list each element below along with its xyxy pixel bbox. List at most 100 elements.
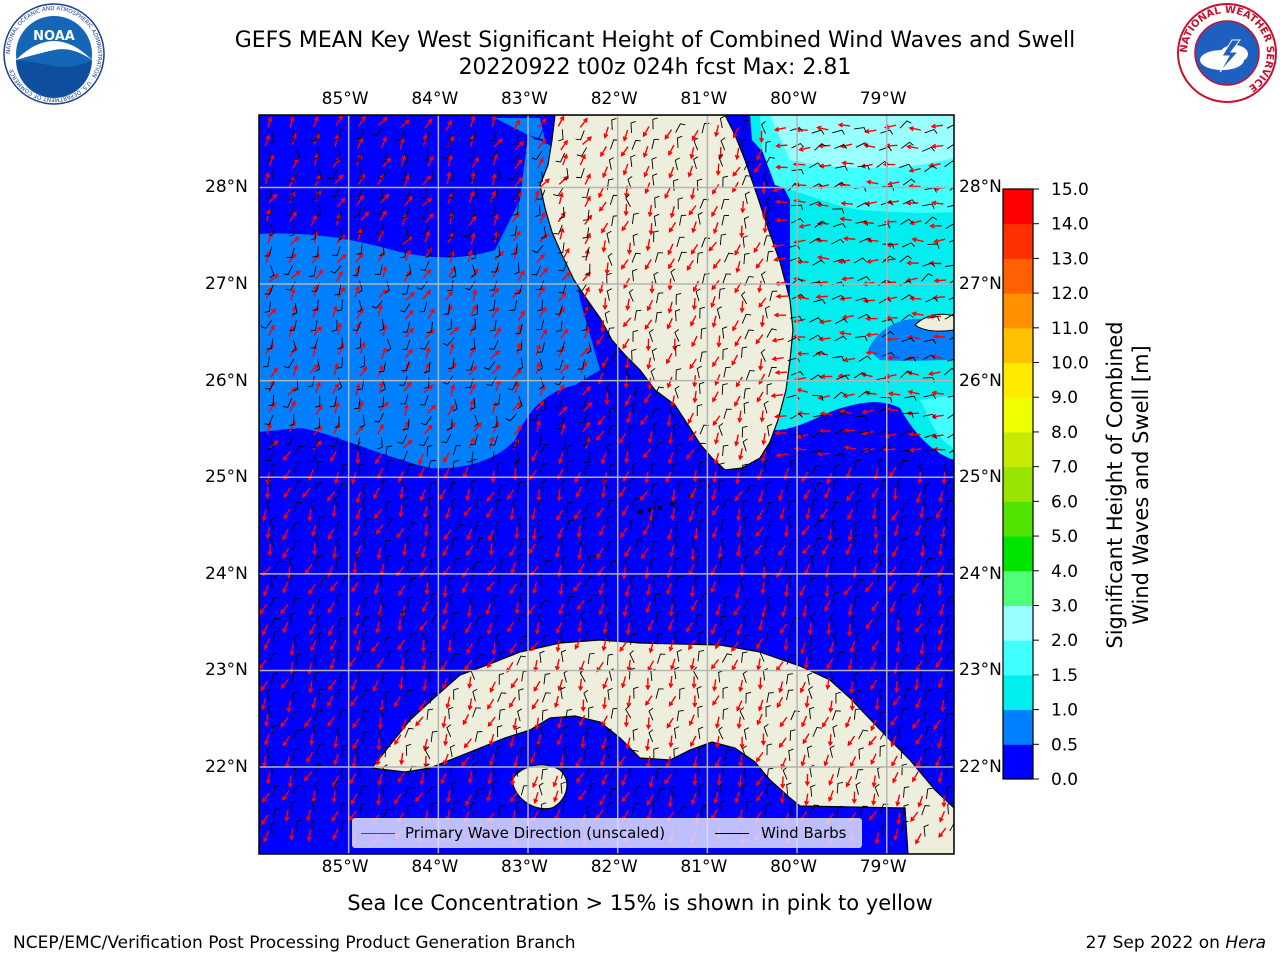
wind-barb: [407, 804, 414, 816]
wind-barb: [291, 670, 299, 683]
wind-barb: [541, 768, 548, 780]
wind-barb: [361, 689, 370, 700]
wave-arrow: [758, 699, 764, 712]
wind-barb: [674, 157, 680, 171]
wind-barb: [855, 297, 869, 303]
wave-arrow: [575, 486, 583, 498]
wave-arrow: [601, 240, 607, 253]
wind-barb: [921, 763, 929, 775]
wind-barb: [606, 443, 612, 456]
wind-barb: [538, 599, 550, 609]
wind-barb: [876, 517, 882, 530]
wind-barb: [607, 252, 613, 266]
wind-barb: [812, 350, 826, 357]
wind-barb: [380, 595, 386, 609]
wave-arrow: [422, 175, 432, 186]
wind-barb: [430, 558, 437, 570]
wind-barb: [833, 591, 840, 604]
wave-arrow: [779, 507, 785, 520]
wind-barb: [337, 228, 344, 241]
wind-barb: [808, 686, 813, 699]
wave-arrow: [492, 266, 499, 278]
wave-arrow: [534, 189, 540, 203]
wind-barb: [699, 461, 705, 474]
wave-arrow: [668, 144, 675, 157]
wind-barb: [902, 199, 916, 205]
wave-arrow: [308, 584, 316, 595]
wind-barb: [532, 244, 544, 254]
wind-barb: [651, 483, 659, 495]
lat-tick-label-left: 22°N: [205, 757, 248, 778]
wave-arrow: [648, 641, 655, 654]
wave-arrow: [304, 717, 312, 728]
wind-barb: [355, 552, 361, 566]
wind-barb: [270, 821, 276, 835]
wind-barb: [810, 784, 816, 797]
wind-barb: [760, 348, 766, 362]
wind-barb: [743, 160, 755, 171]
wave-arrow: [373, 487, 380, 500]
wind-barb: [697, 442, 706, 453]
wind-barb: [900, 429, 913, 438]
wind-barb: [877, 223, 891, 229]
wind-barb: [812, 498, 818, 511]
wave-arrow: [734, 335, 742, 347]
lat-tick-label-right: 22°N: [959, 757, 1002, 778]
wave-arrow: [783, 638, 789, 652]
wind-barb: [720, 556, 726, 568]
wind-barb: [587, 594, 599, 604]
wave-arrow: [713, 452, 720, 465]
wind-barb: [505, 412, 518, 422]
lon-tick-label-top: 84°W: [411, 89, 459, 109]
wave-arrow: [573, 509, 582, 520]
wind-barb: [766, 423, 773, 437]
wave-arrow: [419, 489, 426, 502]
wave-arrow: [441, 677, 448, 690]
wave-arrow: [404, 249, 411, 262]
wave-arrow: [667, 258, 675, 270]
wind-barb: [721, 214, 730, 226]
wave-arrow: [332, 828, 339, 841]
wave-arrow: [667, 301, 673, 314]
wind-barb: [811, 431, 825, 439]
wind-barb: [768, 366, 777, 378]
wave-arrow: [336, 197, 346, 208]
wave-arrow: [441, 715, 447, 729]
wind-barb: [858, 355, 872, 362]
wind-barb: [497, 484, 507, 495]
wave-arrow: [561, 271, 572, 281]
wind-barb: [921, 273, 933, 282]
wind-barb: [340, 766, 346, 780]
wind-barb: [333, 416, 340, 429]
wave-arrow: [915, 525, 922, 537]
wind-barb: [312, 246, 319, 258]
wave-arrow: [467, 771, 473, 784]
wind-barb: [311, 800, 317, 813]
wave-arrow: [396, 528, 405, 539]
wind-barb: [606, 728, 612, 742]
wave-arrow: [553, 695, 559, 709]
wind-barb: [836, 805, 843, 818]
wave-arrow: [576, 599, 585, 611]
wind-barb: [452, 460, 460, 472]
wind-barb: [513, 452, 520, 465]
wind-barb: [741, 425, 748, 438]
wave-arrow: [528, 543, 536, 555]
wave-arrow: [280, 717, 289, 728]
wind-barb: [441, 433, 452, 444]
wind-barb: [813, 537, 823, 548]
wave-arrow: [309, 364, 319, 374]
wind-barb: [264, 246, 273, 257]
wave-arrow: [712, 356, 720, 368]
wave-arrow: [914, 622, 924, 633]
wind-barb: [787, 596, 793, 609]
wave-arrow: [311, 696, 317, 710]
wave-arrow: [280, 678, 289, 690]
wind-barb: [766, 630, 774, 642]
wind-barb: [265, 149, 272, 162]
wave-arrow: [920, 545, 926, 558]
wind-barb: [696, 501, 703, 514]
wind-barb: [855, 769, 864, 780]
wind-barb: [567, 595, 575, 607]
wind-barb: [448, 706, 454, 720]
